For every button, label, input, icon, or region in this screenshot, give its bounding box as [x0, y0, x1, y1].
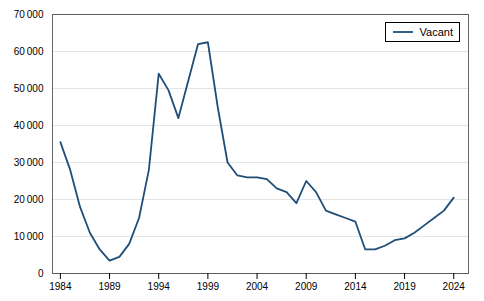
svg-text:60 000: 60 000 — [14, 46, 44, 57]
svg-text:0: 0 — [38, 268, 44, 279]
svg-text:2014: 2014 — [344, 281, 367, 292]
svg-text:2009: 2009 — [295, 281, 318, 292]
svg-text:20 000: 20 000 — [14, 194, 44, 205]
svg-text:50 000: 50 000 — [14, 83, 44, 94]
svg-text:1999: 1999 — [197, 281, 220, 292]
html-text:Vacant: Vacant — [419, 26, 453, 38]
svg-text:2024: 2024 — [443, 281, 466, 292]
svg-text:1984: 1984 — [49, 281, 72, 292]
svg-text:1989: 1989 — [98, 281, 121, 292]
svg-text:10 000: 10 000 — [14, 231, 44, 242]
svg-text:2019: 2019 — [393, 281, 416, 292]
svg-text:40 000: 40 000 — [14, 120, 44, 131]
svg-text:1994: 1994 — [148, 281, 171, 292]
svg-text:2004: 2004 — [246, 281, 269, 292]
svg-text:70 000: 70 000 — [14, 9, 44, 20]
svg-text:30 000: 30 000 — [14, 157, 44, 168]
